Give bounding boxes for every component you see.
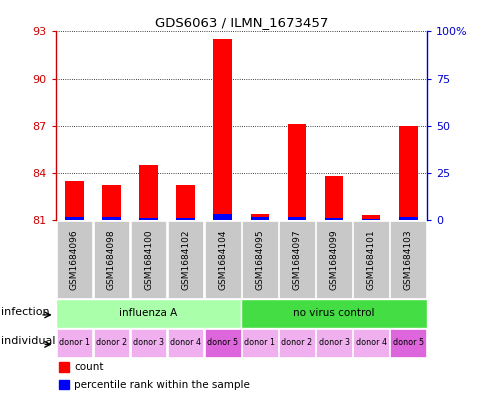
Bar xyxy=(316,329,351,357)
Bar xyxy=(390,329,425,357)
Bar xyxy=(242,221,277,298)
Bar xyxy=(57,221,92,298)
Bar xyxy=(65,181,83,220)
Bar xyxy=(139,218,157,220)
Text: GSM1684101: GSM1684101 xyxy=(366,229,375,290)
Bar xyxy=(250,214,269,220)
Text: GSM1684102: GSM1684102 xyxy=(181,229,190,290)
Text: GSM1684100: GSM1684100 xyxy=(144,229,153,290)
Bar xyxy=(167,221,203,298)
Text: GSM1684099: GSM1684099 xyxy=(329,229,338,290)
Text: donor 1: donor 1 xyxy=(244,338,275,347)
Bar xyxy=(205,329,240,357)
Text: GSM1684096: GSM1684096 xyxy=(70,229,79,290)
Bar xyxy=(93,329,129,357)
Bar xyxy=(205,221,240,298)
Bar xyxy=(361,215,379,220)
Text: donor 2: donor 2 xyxy=(281,338,312,347)
Text: GSM1684104: GSM1684104 xyxy=(218,229,227,290)
Text: infection: infection xyxy=(1,307,50,317)
Text: donor 3: donor 3 xyxy=(318,338,349,347)
Bar xyxy=(176,185,195,220)
Text: count: count xyxy=(74,362,104,372)
Bar xyxy=(324,218,343,220)
Bar xyxy=(250,217,269,220)
Text: donor 4: donor 4 xyxy=(170,338,201,347)
Bar xyxy=(139,165,157,220)
Bar xyxy=(361,219,379,220)
Bar xyxy=(324,176,343,220)
Bar xyxy=(131,329,166,357)
Text: donor 2: donor 2 xyxy=(96,338,127,347)
Bar xyxy=(213,39,231,220)
Text: donor 5: donor 5 xyxy=(392,338,423,347)
Bar xyxy=(93,221,129,298)
Bar xyxy=(60,362,69,372)
Bar xyxy=(316,221,351,298)
Bar xyxy=(241,299,426,328)
Text: donor 3: donor 3 xyxy=(133,338,164,347)
Bar xyxy=(398,217,417,220)
Text: percentile rank within the sample: percentile rank within the sample xyxy=(74,380,250,389)
Bar xyxy=(102,217,121,220)
Bar xyxy=(65,217,83,220)
Text: donor 1: donor 1 xyxy=(59,338,90,347)
Text: donor 4: donor 4 xyxy=(355,338,386,347)
Bar xyxy=(279,221,314,298)
Bar xyxy=(60,380,69,389)
Bar xyxy=(57,329,92,357)
Text: donor 5: donor 5 xyxy=(207,338,238,347)
Bar xyxy=(279,329,314,357)
Bar xyxy=(167,329,203,357)
Text: individual: individual xyxy=(1,336,56,346)
Text: no virus control: no virus control xyxy=(293,309,374,318)
Bar xyxy=(287,124,305,220)
Bar xyxy=(131,221,166,298)
Text: GSM1684103: GSM1684103 xyxy=(403,229,412,290)
Bar xyxy=(176,218,195,220)
Bar xyxy=(353,221,388,298)
Bar xyxy=(390,221,425,298)
Text: influenza A: influenza A xyxy=(119,309,177,318)
Bar xyxy=(213,214,231,220)
Text: GSM1684097: GSM1684097 xyxy=(292,229,301,290)
Bar xyxy=(56,299,241,328)
Bar xyxy=(398,126,417,220)
Title: GDS6063 / ILMN_1673457: GDS6063 / ILMN_1673457 xyxy=(154,16,327,29)
Bar xyxy=(353,329,388,357)
Bar xyxy=(242,329,277,357)
Text: GSM1684098: GSM1684098 xyxy=(106,229,116,290)
Text: GSM1684095: GSM1684095 xyxy=(255,229,264,290)
Bar xyxy=(102,185,121,220)
Bar xyxy=(287,217,305,220)
